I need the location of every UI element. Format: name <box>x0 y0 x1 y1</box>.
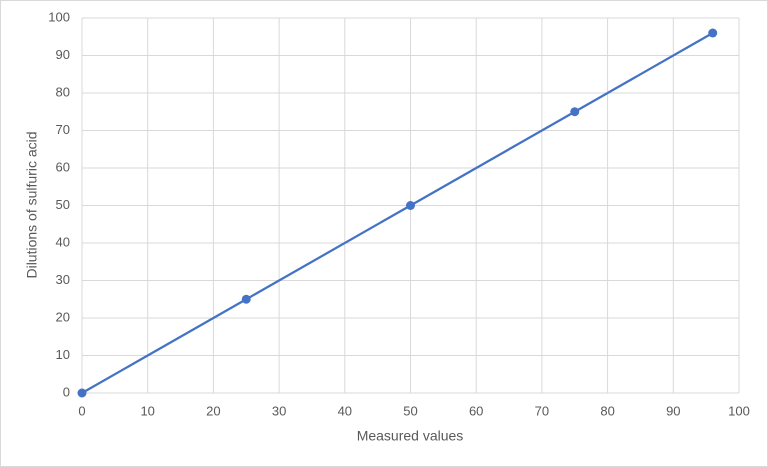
data-point <box>570 107 580 117</box>
y-tick-label: 50 <box>56 197 70 212</box>
y-tick-label: 70 <box>56 122 70 137</box>
x-tick-label: 80 <box>600 403 614 418</box>
x-tick-label: 0 <box>78 403 85 418</box>
x-tick-label: 40 <box>338 403 352 418</box>
data-point <box>708 28 718 38</box>
x-tick-label: 70 <box>535 403 549 418</box>
x-tick-label: 10 <box>140 403 154 418</box>
y-tick-label: 20 <box>56 309 70 324</box>
y-tick-label: 80 <box>56 84 70 99</box>
y-tick-label: 40 <box>56 234 70 249</box>
x-tick-label: 100 <box>728 403 750 418</box>
x-tick-label: 60 <box>469 403 483 418</box>
x-tick-label: 50 <box>403 403 417 418</box>
x-tick-label: 20 <box>206 403 220 418</box>
data-point <box>77 388 87 398</box>
y-tick-label: 30 <box>56 272 70 287</box>
y-axis-label: Dilutions of sulfuric acid <box>24 131 40 278</box>
y-tick-label: 90 <box>56 47 70 62</box>
x-tick-label: 30 <box>272 403 286 418</box>
data-point <box>406 201 415 210</box>
y-tick-label: 10 <box>56 347 70 362</box>
y-tick-label: 60 <box>56 159 70 174</box>
y-tick-label: 0 <box>63 384 70 399</box>
x-tick-label: 90 <box>666 403 680 418</box>
y-tick-label: 100 <box>48 9 70 24</box>
x-axis-label: Measured values <box>357 428 464 444</box>
data-point <box>241 294 251 304</box>
